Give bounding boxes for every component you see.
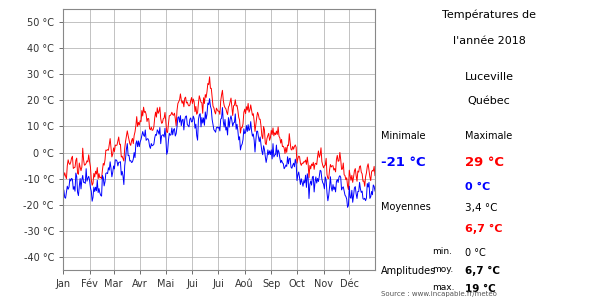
Text: max.: max. (432, 284, 455, 292)
Text: 0 °C: 0 °C (465, 182, 490, 191)
Text: 0 °C: 0 °C (465, 248, 486, 257)
Text: 3,4 °C: 3,4 °C (465, 202, 497, 212)
Text: Québec: Québec (467, 96, 511, 106)
Text: moy.: moy. (432, 266, 453, 274)
Text: -21 °C: -21 °C (381, 156, 425, 169)
Text: Moyennes: Moyennes (381, 202, 431, 212)
Text: Luceville: Luceville (464, 72, 514, 82)
Text: 19 °C: 19 °C (465, 284, 496, 293)
Text: Températures de: Températures de (442, 9, 536, 20)
Text: Source : www.incapable.fr/meteo: Source : www.incapable.fr/meteo (381, 291, 497, 297)
Text: 6,7 °C: 6,7 °C (465, 224, 503, 234)
Text: Minimale: Minimale (381, 130, 425, 140)
Text: min.: min. (432, 248, 452, 256)
Text: 29 °C: 29 °C (465, 156, 504, 169)
Text: Maximale: Maximale (465, 130, 512, 140)
Text: l'année 2018: l'année 2018 (452, 36, 526, 46)
Text: Amplitudes: Amplitudes (381, 266, 436, 275)
Text: 6,7 °C: 6,7 °C (465, 266, 500, 276)
